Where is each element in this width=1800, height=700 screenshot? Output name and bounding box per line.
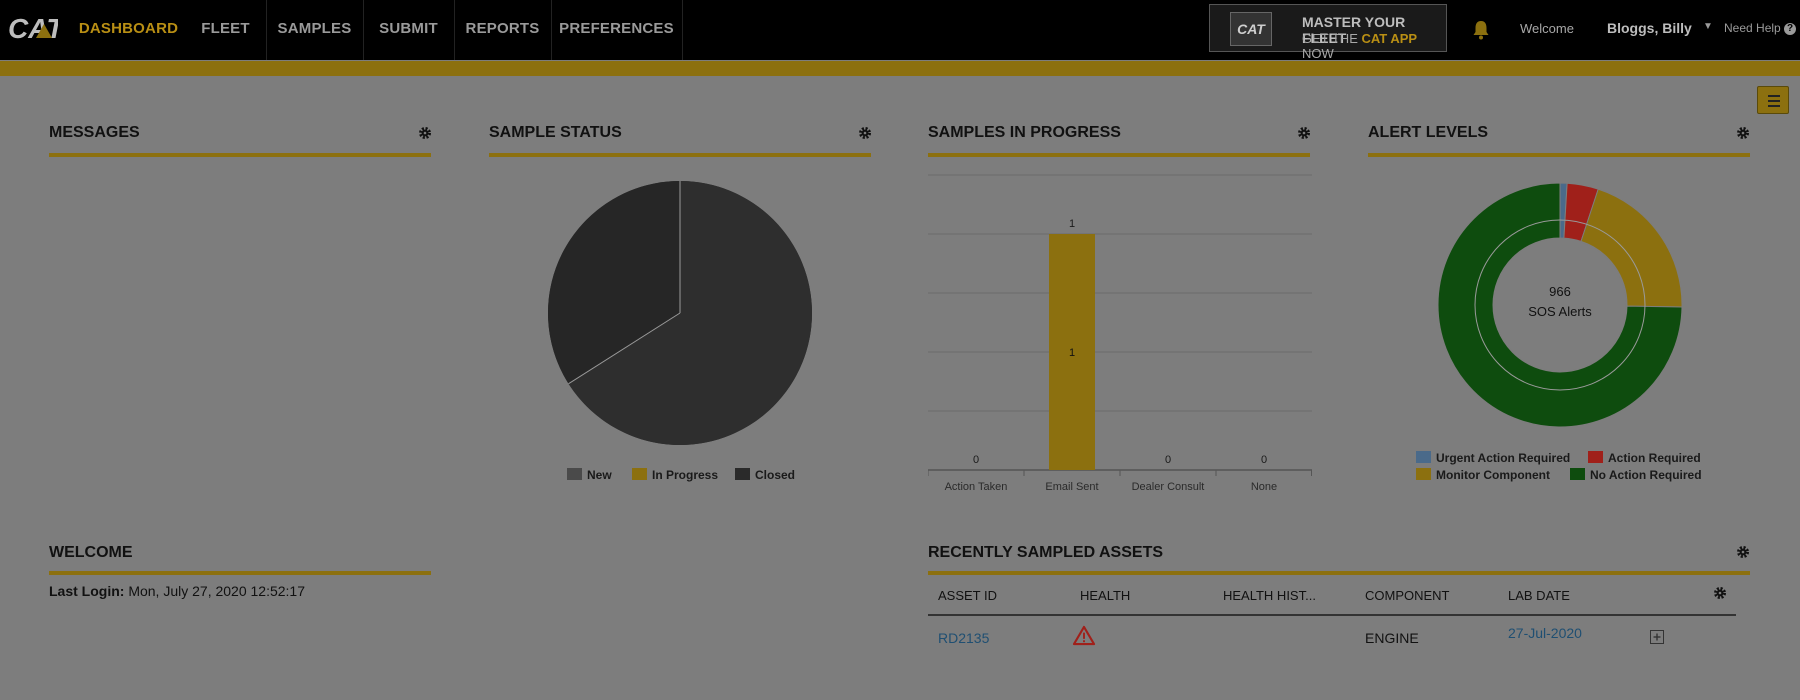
warning-triangle-icon[interactable]	[1072, 625, 1096, 646]
donut-slice-no-action-required	[1437, 182, 1683, 428]
messages-rule	[49, 153, 431, 157]
column-header-component[interactable]: COMPONENT	[1365, 588, 1450, 603]
legend-item-in-progress[interactable]: In Progress	[632, 468, 718, 482]
messages-title: MESSAGES	[49, 124, 140, 141]
column-header-asset-id[interactable]: ASSET ID	[938, 588, 998, 603]
recent-assets-title: RECENTLY SAMPLED ASSETS	[928, 544, 1164, 561]
donut-center-value: 966	[1549, 284, 1571, 299]
bell-icon[interactable]	[1472, 20, 1490, 40]
nav-separator	[551, 0, 552, 60]
nav-reports[interactable]: REPORTS	[465, 20, 540, 37]
user-name[interactable]: Bloggs, Billy	[1607, 20, 1692, 36]
nav-submit[interactable]: SUBMIT	[379, 20, 438, 37]
legend-item-no-action[interactable]: No Action Required	[1570, 468, 1702, 482]
bar-inner-label-email-sent: 1	[1069, 347, 1075, 359]
legend-item-action-required[interactable]: Action Required	[1588, 451, 1701, 465]
hamburger-menu-button[interactable]	[1757, 86, 1789, 114]
legend-item-monitor-component[interactable]: Monitor Component	[1416, 468, 1550, 482]
column-header-health-history[interactable]: HEALTH HIST...	[1223, 588, 1316, 603]
nav-fleet[interactable]: FLEET	[201, 20, 250, 37]
column-header-health[interactable]: HEALTH	[1080, 588, 1131, 603]
recent-assets-rule	[928, 571, 1750, 575]
bar-value-label-none: 0	[1261, 454, 1267, 466]
table-header-rule	[928, 614, 1736, 616]
nav-samples[interactable]: SAMPLES	[277, 20, 352, 37]
gear-icon[interactable]	[858, 126, 872, 140]
hamburger-icon	[1768, 100, 1780, 102]
asset-id-link[interactable]: RD2135	[938, 630, 990, 646]
hamburger-icon	[1768, 105, 1780, 107]
sample-status-rule	[489, 153, 871, 157]
gear-icon[interactable]	[1736, 545, 1750, 559]
nav-separator	[682, 0, 683, 60]
x-tick-label-email-sent: Email Sent	[1045, 481, 1098, 493]
gear-icon[interactable]	[1736, 126, 1750, 140]
legend-item-new[interactable]: New	[567, 468, 612, 482]
welcome-title: WELCOME	[49, 544, 133, 561]
sample-status-title: SAMPLE STATUS	[489, 124, 622, 141]
column-header-lab-date[interactable]: LAB DATE	[1508, 588, 1570, 603]
samples-in-progress-title: SAMPLES IN PROGRESS	[928, 124, 1121, 141]
samples-in-progress-bar-chart: 0 Action Taken 1 1 Email Sent 0 Dealer Consult…	[928, 174, 1312, 493]
sample-status-legend: New In Progress Closed	[567, 468, 827, 486]
promo-headline: MASTER YOUR FLEET	[1302, 14, 1406, 46]
welcome-text: Welcome	[1520, 21, 1574, 36]
nav-dashboard[interactable]: DASHBOARD	[78, 20, 179, 37]
pie-slice-shade	[548, 181, 680, 384]
lab-date-link[interactable]: 27-Jul-2020	[1508, 625, 1582, 641]
nav-separator	[266, 0, 267, 60]
donut-hole	[1494, 239, 1626, 371]
gear-icon[interactable]	[1713, 586, 1727, 600]
hamburger-icon	[1768, 95, 1780, 97]
gear-icon[interactable]	[418, 126, 432, 140]
sample-status-pie-chart	[548, 181, 812, 445]
nav-separator	[454, 0, 455, 60]
bar-value-label-dealer-consult: 0	[1165, 454, 1171, 466]
last-login-text: Last Login: Mon, July 27, 2020 12:52:17	[49, 583, 306, 599]
alert-levels-legend: Urgent Action Required Action Required M…	[1416, 451, 1716, 487]
samples-in-progress-rule	[928, 153, 1310, 157]
welcome-rule	[49, 571, 431, 575]
pie-slice-border	[568, 312, 681, 385]
bar-value-label-email-sent: 1	[1069, 218, 1075, 230]
pie-slice-shade	[568, 181, 812, 445]
alert-levels-title: ALERT LEVELS	[1368, 124, 1489, 141]
top-nav-bar: CAT DASHBOARD FLEET SAMPLES SUBMIT REPOR…	[0, 0, 1800, 61]
help-icon: ?	[1784, 22, 1797, 35]
gear-icon[interactable]	[1297, 126, 1311, 140]
bar-value-label-action-taken: 0	[973, 454, 979, 466]
accent-strip	[0, 61, 1800, 76]
cat-logo[interactable]: CAT	[6, 10, 58, 44]
cat-app-badge: CAT	[1230, 12, 1272, 46]
legend-item-closed[interactable]: Closed	[735, 468, 795, 482]
x-tick-label-dealer-consult: Dealer Consult	[1132, 481, 1205, 493]
svg-text:CAT: CAT	[8, 13, 58, 44]
x-tick-label-action-taken: Action Taken	[945, 481, 1008, 493]
legend-item-urgent-action[interactable]: Urgent Action Required	[1416, 451, 1570, 465]
chevron-down-icon[interactable]: ▼	[1703, 21, 1713, 32]
alert-levels-donut-chart: 966 SOS Alerts	[1437, 182, 1683, 428]
x-tick-label-none: None	[1251, 481, 1277, 493]
alert-levels-rule	[1368, 153, 1750, 157]
bar-email-sent	[1049, 234, 1095, 470]
cat-app-promo-banner[interactable]: CAT MASTER YOUR FLEET GET THE CAT APP NO…	[1209, 4, 1447, 61]
component-cell: ENGINE	[1365, 630, 1419, 646]
donut-inner-ring	[1474, 219, 1646, 391]
donut-center-label: SOS Alerts	[1528, 304, 1592, 319]
need-help-link[interactable]: Need Help ?	[1724, 21, 1797, 35]
nav-preferences[interactable]: PREFERENCES	[559, 20, 674, 37]
promo-subline: GET THE CAT APP NOW	[1302, 31, 1418, 61]
nav-separator	[363, 0, 364, 60]
plus-box-icon[interactable]	[1650, 630, 1664, 644]
